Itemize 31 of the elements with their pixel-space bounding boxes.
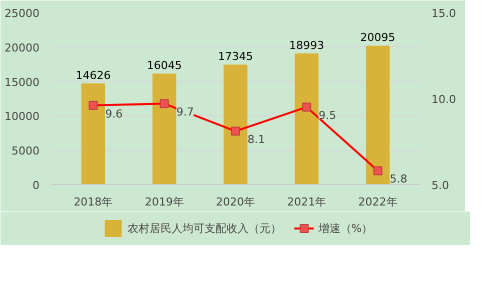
data-label: 16045 — [146, 59, 182, 72]
y2-tick-label: 10.0 — [432, 93, 456, 106]
data-label: 5.8 — [390, 172, 408, 186]
y-tick-label: 5000 — [12, 144, 40, 158]
y-tick-label: 15000 — [4, 76, 40, 89]
data-label: 17345 — [218, 50, 254, 64]
data-label: 9.6 — [105, 107, 123, 120]
y-tick-label: 20000 — [4, 41, 40, 54]
x-tick-label: 2019年 — [144, 196, 184, 208]
legend-label: 增速（%） — [318, 220, 373, 236]
x-tick-label: 2021年 — [287, 196, 326, 208]
y-tick-label: 10000 — [4, 110, 40, 124]
data-label: 18993 — [289, 38, 324, 52]
y2-tick-label: 5.0 — [432, 179, 449, 192]
y-tick-label: 0 — [32, 179, 40, 192]
data-label: 9.7 — [176, 106, 194, 119]
x-tick-label: 2022年 — [358, 196, 398, 208]
y-tick-label: 25000 — [4, 7, 40, 20]
bar — [224, 64, 248, 184]
bar — [294, 53, 319, 184]
x-tick-label: 2020年 — [216, 196, 256, 208]
data-label: 8.1 — [248, 133, 265, 146]
data-label: 9.5 — [318, 109, 336, 122]
bar — [366, 46, 390, 184]
data-label: 20095 — [360, 31, 396, 44]
legend-label: 农村居民人均可支配收入（元） — [127, 220, 282, 236]
bar — [81, 83, 106, 184]
x-tick-label: 2018年 — [74, 196, 113, 208]
bar — [152, 74, 176, 184]
data-label: 14626 — [76, 68, 111, 82]
y2-tick-label: 15.0 — [432, 7, 456, 20]
